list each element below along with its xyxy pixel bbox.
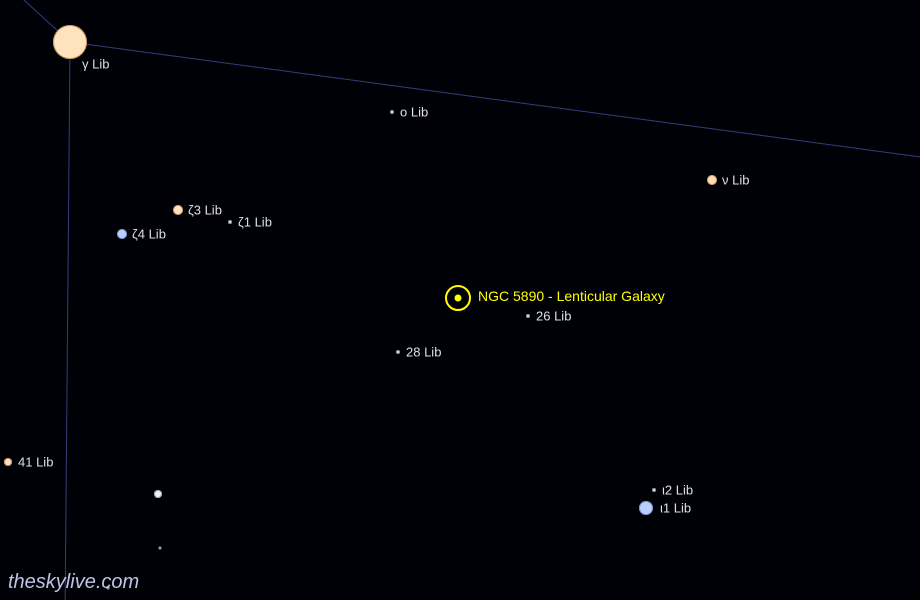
- star-label-omicron: ο Lib: [400, 105, 428, 120]
- star-label-zeta3: ζ3 Lib: [188, 203, 222, 218]
- star-omicron: [390, 110, 394, 114]
- star-unlab1: [154, 490, 162, 498]
- star-label-i28: 28 Lib: [406, 345, 441, 360]
- star-label-nu: ν Lib: [722, 173, 749, 188]
- star-i28: [396, 350, 400, 354]
- star-label-iota2: ι2 Lib: [662, 483, 693, 498]
- star-chart: γ Lib ο Lib ν Lib ζ3 Lib ζ1 Lib ζ4 Lib 26 Lib 2…: [0, 0, 920, 600]
- star-i41: [4, 458, 12, 466]
- star-gamma: [53, 25, 87, 59]
- star-i26: [526, 314, 530, 318]
- target-label: NGC 5890 - Lenticular Galaxy: [478, 288, 665, 304]
- watermark: theskylive.com: [8, 571, 139, 594]
- star-nu: [707, 175, 717, 185]
- star-label-gamma: γ Lib: [82, 57, 109, 72]
- star-zeta4: [117, 229, 127, 239]
- star-label-iota1: ι1 Lib: [660, 501, 691, 516]
- star-iota1: [639, 501, 653, 515]
- star-label-i26: 26 Lib: [536, 309, 571, 324]
- star-unlab2: [159, 547, 162, 550]
- star-label-i41: 41 Lib: [18, 455, 53, 470]
- star-zeta1: [228, 220, 232, 224]
- star-zeta3: [173, 205, 183, 215]
- target-dot-icon: [455, 295, 462, 302]
- star-label-zeta1: ζ1 Lib: [238, 215, 272, 230]
- star-iota2: [652, 488, 656, 492]
- star-label-zeta4: ζ4 Lib: [132, 227, 166, 242]
